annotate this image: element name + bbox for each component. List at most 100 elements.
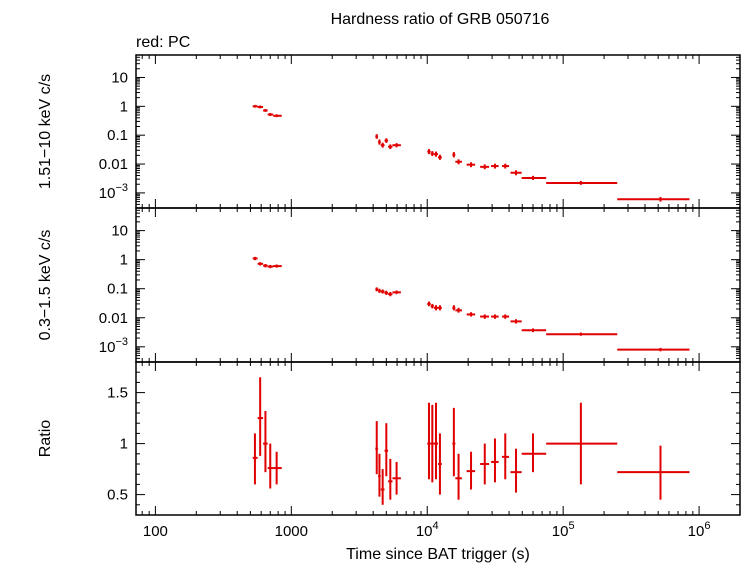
data-point <box>384 290 389 295</box>
data-point <box>392 290 401 295</box>
data-point <box>510 448 522 493</box>
data-point <box>491 438 499 483</box>
data-point <box>438 305 442 311</box>
series-note: red: PC <box>136 34 190 51</box>
data-point <box>375 134 379 139</box>
data-point <box>375 287 379 292</box>
data-point <box>273 114 282 118</box>
data-point <box>617 197 690 202</box>
y-tick-label: 10−3 <box>99 336 128 356</box>
x-tick-label: 106 <box>688 520 711 540</box>
panel-ratio: 1.5 1 0.5 Ratio <box>37 361 741 516</box>
data-point <box>433 402 438 480</box>
data-point <box>480 443 490 485</box>
y-axis-label: 1.51−10 keV c/s <box>37 74 54 189</box>
x-axis-label: Time since BAT trigger (s) <box>346 546 530 563</box>
data-point <box>546 180 618 185</box>
data-point <box>480 314 490 319</box>
chart-title: Hardness ratio of GRB 050716 <box>331 11 550 28</box>
data-point <box>452 152 456 158</box>
data-point <box>273 451 282 485</box>
data-point <box>452 305 456 311</box>
data-point <box>430 303 434 309</box>
y-tick-label: 0.01 <box>99 156 128 173</box>
y-tick-label: 10 <box>111 69 128 86</box>
data-point <box>375 421 379 475</box>
y-tick-label: 0.5 <box>107 487 128 504</box>
panel-hard: 10 1 0.1 0.01 10−3 1.51−10 keV c/s <box>37 54 741 209</box>
y-tick-label: 0.1 <box>107 127 128 144</box>
data-point <box>267 443 274 489</box>
y-tick-label: 1 <box>120 252 128 269</box>
data-point <box>521 328 547 333</box>
data-point <box>384 138 389 143</box>
data-point <box>521 175 547 181</box>
y-tick-label: 1.5 <box>107 385 128 402</box>
data-point <box>252 256 258 261</box>
data-point <box>427 402 431 480</box>
data-point <box>480 164 490 170</box>
data-point <box>378 139 381 145</box>
y-tick-label: 10−3 <box>99 182 128 202</box>
data-point <box>263 108 268 112</box>
data-point <box>427 149 431 155</box>
data-point <box>502 163 510 169</box>
data-point <box>263 263 268 268</box>
data-point <box>452 407 456 477</box>
data-point <box>433 305 438 311</box>
data-point <box>427 301 431 307</box>
data-point <box>388 144 393 150</box>
panel-frame <box>135 54 741 209</box>
data-point <box>378 288 381 293</box>
y-tick-label: 0.01 <box>99 310 128 327</box>
data-point <box>466 451 476 490</box>
data-point <box>546 332 618 336</box>
x-tick-label: 105 <box>552 520 575 540</box>
data-point <box>380 289 385 294</box>
data-point <box>617 347 690 352</box>
data-point <box>466 162 476 168</box>
data-point <box>273 264 282 268</box>
y-tick-label: 1 <box>120 436 128 453</box>
y-tick-label: 10 <box>111 223 128 240</box>
y-axis-label: Ratio <box>37 420 54 457</box>
data-point <box>491 163 499 169</box>
panel-soft: 10 1 0.1 0.01 10−3 0.3−1.5 keV c/s <box>37 207 741 363</box>
y-tick-label: 1 <box>120 98 128 115</box>
data-point <box>430 151 434 157</box>
data-point <box>455 453 462 500</box>
data-point <box>455 159 462 165</box>
data-point <box>257 377 264 456</box>
data-point <box>466 312 476 317</box>
data-point <box>388 292 393 297</box>
data-point <box>384 423 389 477</box>
data-point <box>455 307 462 313</box>
data-point <box>252 104 258 108</box>
data-point <box>267 112 274 117</box>
y-axis-label: 0.3−1.5 keV c/s <box>37 230 54 341</box>
data-point <box>388 458 393 500</box>
data-point <box>392 461 401 495</box>
data-point <box>502 314 510 319</box>
y-tick-label: 0.1 <box>107 281 128 298</box>
data-point <box>392 143 401 148</box>
panel-frame <box>135 361 741 516</box>
data-point <box>546 402 618 485</box>
data-point <box>510 319 522 324</box>
data-point <box>380 469 385 505</box>
data-point <box>257 262 264 266</box>
data-point <box>378 453 381 497</box>
data-point <box>252 433 258 485</box>
data-point <box>502 433 510 480</box>
x-tick-label: 100 <box>143 523 168 540</box>
data-point <box>380 142 385 148</box>
data-point <box>433 151 438 157</box>
panel-frame <box>135 207 741 363</box>
x-tick-label: 104 <box>416 520 439 540</box>
data-point <box>617 445 690 500</box>
data-point <box>263 410 268 473</box>
data-point <box>438 154 442 160</box>
data-point <box>267 264 274 269</box>
